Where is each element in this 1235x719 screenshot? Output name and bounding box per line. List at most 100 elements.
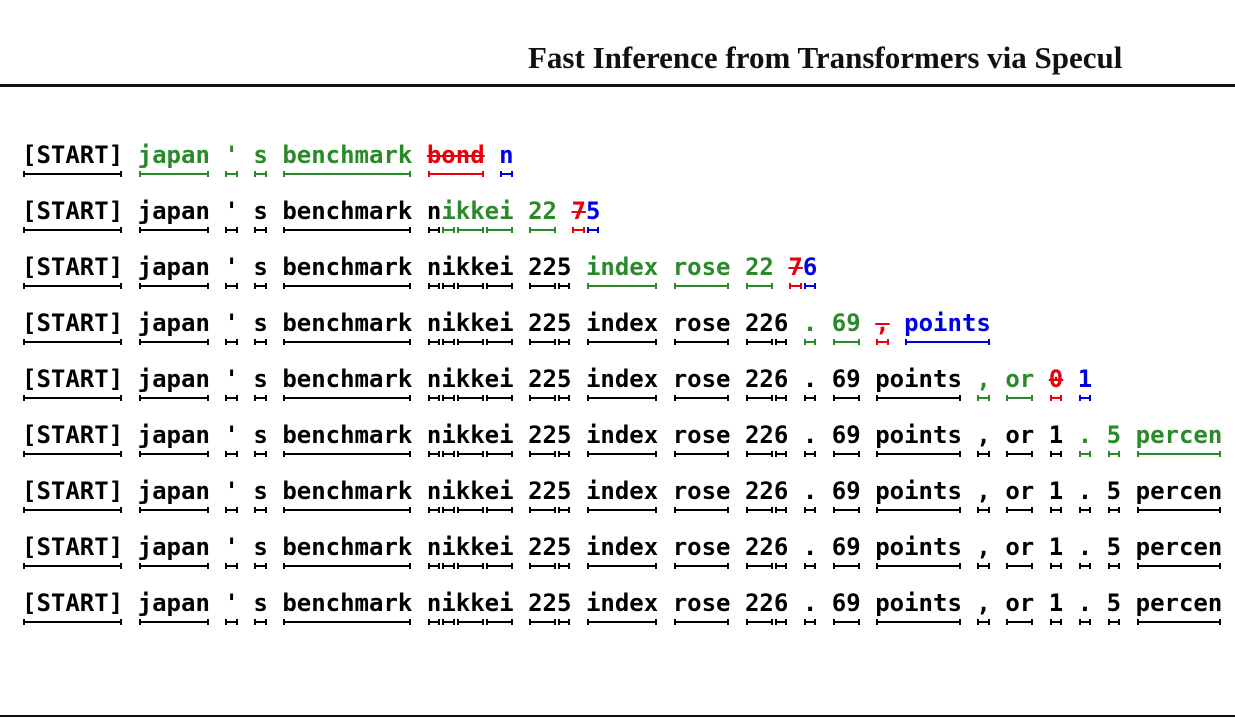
- token: s: [253, 197, 268, 233]
- word: ,: [976, 420, 991, 457]
- token: 6: [773, 589, 789, 625]
- word: 22 6: [745, 308, 788, 345]
- token: index: [585, 477, 659, 513]
- token: 5: [1106, 589, 1122, 625]
- token: s: [253, 365, 268, 401]
- word: .: [1078, 476, 1092, 513]
- word: s: [253, 364, 268, 401]
- token: ei: [484, 197, 514, 233]
- word: 1: [1078, 364, 1092, 401]
- word: 22 5: [528, 588, 572, 625]
- token: index: [585, 365, 659, 401]
- word: ': [224, 196, 239, 233]
- token: 22: [744, 253, 774, 289]
- token: [START]: [22, 141, 124, 177]
- token: [START]: [22, 477, 124, 513]
- word: index: [586, 252, 658, 289]
- token: points: [875, 477, 962, 513]
- token: kk: [455, 589, 485, 625]
- token-row: [START] japan ' s benchmark n i kk ei 22 5 index ros…: [22, 308, 1235, 364]
- word: .: [803, 588, 817, 625]
- word: s: [253, 532, 268, 569]
- word: [START]: [22, 364, 123, 401]
- word: [START]: [22, 588, 124, 625]
- token: 5: [556, 533, 572, 569]
- token: japan: [137, 533, 210, 569]
- word: benchmark: [282, 532, 413, 569]
- word: ': [224, 588, 239, 625]
- token-row: [START] japan ' s benchmark n i kk ei 22 5 index ros…: [22, 252, 1235, 308]
- token: 5: [556, 477, 572, 513]
- word: .: [1078, 420, 1092, 457]
- word: index: [586, 420, 658, 457]
- token: kk: [455, 477, 485, 513]
- token: 5: [556, 589, 572, 625]
- token: s: [253, 421, 268, 457]
- word: japan: [137, 532, 210, 569]
- token: 22: [528, 421, 557, 457]
- word: s: [253, 252, 268, 289]
- word: 22 5: [528, 532, 572, 569]
- token: rose: [672, 421, 731, 457]
- token: n: [426, 589, 442, 625]
- token: japan: [137, 365, 210, 401]
- token: 7: [571, 197, 586, 233]
- word: [START]: [22, 196, 124, 233]
- token: 0: [1048, 365, 1064, 401]
- token: rose: [672, 253, 731, 289]
- token: 22: [528, 589, 557, 625]
- token: s: [253, 253, 268, 289]
- word: benchmark: [282, 252, 412, 289]
- token: 69: [831, 421, 861, 457]
- word: ,: [976, 532, 991, 569]
- token: [START]: [22, 589, 124, 625]
- token: japan: [137, 309, 210, 345]
- token: ': [224, 589, 239, 625]
- token: ': [224, 365, 239, 401]
- word: ': [224, 532, 239, 569]
- word: ': [224, 476, 239, 513]
- token: kk: [455, 421, 485, 457]
- token: n: [499, 141, 514, 177]
- word: points: [875, 476, 962, 513]
- token: ei: [484, 533, 514, 569]
- token: percen: [1135, 421, 1223, 457]
- token: ,: [976, 421, 991, 457]
- token: 22: [744, 365, 774, 401]
- token: index: [585, 589, 659, 625]
- token-row: [START] japan ' s benchmark n i kk ei 22 7 5: [22, 196, 1235, 252]
- token: kk: [455, 533, 485, 569]
- token: japan: [137, 421, 210, 457]
- token: ,: [976, 533, 991, 569]
- word: ,: [976, 588, 991, 625]
- token: percen: [1135, 589, 1223, 625]
- token: ,: [976, 589, 991, 625]
- token: ei: [484, 589, 514, 625]
- token: .: [802, 365, 818, 401]
- token: japan: [137, 477, 210, 513]
- token: or: [1005, 421, 1035, 457]
- word: 22 6: [745, 420, 788, 457]
- word: ': [224, 308, 239, 345]
- word: rose: [672, 420, 731, 457]
- token: rose: [672, 477, 731, 513]
- word: 69: [832, 532, 861, 569]
- word: [START]: [22, 476, 124, 513]
- token: [START]: [22, 197, 124, 233]
- token: benchmark: [282, 533, 413, 569]
- token: 69: [831, 365, 861, 401]
- word: benchmark: [282, 364, 412, 401]
- token: or: [1005, 477, 1035, 513]
- word: 69: [832, 308, 861, 345]
- word: points: [875, 588, 962, 625]
- token: 69: [831, 589, 861, 625]
- token: 5: [556, 421, 572, 457]
- word: index: [585, 364, 659, 401]
- token: 22: [528, 477, 557, 513]
- token: n: [426, 365, 442, 401]
- token: s: [253, 533, 268, 569]
- word: benchmark: [282, 196, 412, 233]
- word: .: [803, 308, 817, 345]
- word: japan: [137, 364, 210, 401]
